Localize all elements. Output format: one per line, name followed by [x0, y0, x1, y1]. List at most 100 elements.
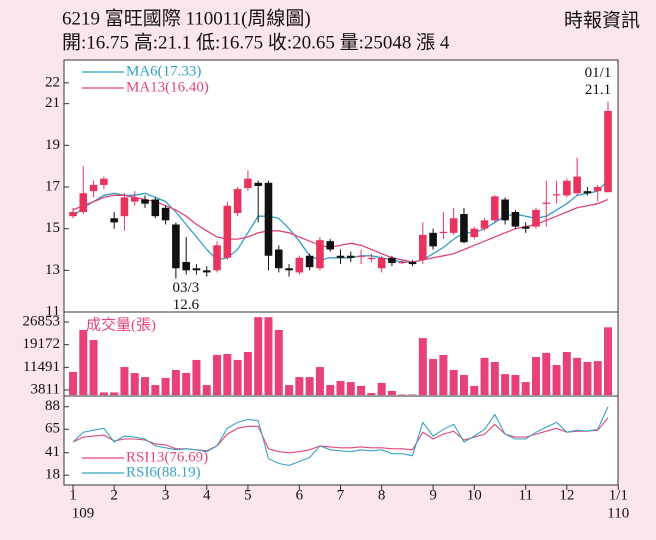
volume-bar	[182, 373, 191, 395]
candle-body	[213, 245, 221, 271]
x-tick-label: 7	[337, 487, 345, 503]
line	[72, 417, 609, 454]
y-tick-label: 26853	[23, 313, 61, 329]
candle-body	[583, 191, 592, 194]
line	[72, 406, 609, 466]
volume-bar	[264, 317, 273, 395]
volume-bar	[99, 392, 108, 395]
candle-body	[254, 182, 262, 186]
candle-body	[336, 255, 345, 258]
volume-bar	[120, 367, 129, 395]
candle-body	[79, 193, 88, 212]
y-tick-label: 17	[45, 178, 61, 194]
candle-body	[552, 194, 561, 196]
volume-bar	[141, 377, 150, 395]
x-tick-label: 6	[296, 487, 304, 503]
candle-body	[377, 257, 386, 269]
candle-body	[274, 249, 283, 269]
candle-body	[357, 255, 365, 257]
annotation-price: 12.6	[173, 297, 200, 313]
candle-body	[419, 234, 427, 260]
candle-body	[305, 255, 314, 268]
y-tick-label: 13	[45, 262, 60, 278]
y-tick-label: 3811	[31, 381, 60, 397]
x-tick-label: 4	[203, 487, 211, 503]
volume-bar	[501, 374, 510, 395]
volume-bar	[604, 327, 612, 395]
candle-body	[244, 178, 252, 189]
candle-body	[398, 262, 407, 264]
volume-bar	[213, 354, 222, 395]
price-panel	[63, 59, 619, 313]
volume-bar	[511, 374, 520, 395]
volume-bar	[130, 373, 139, 395]
candle-body	[172, 224, 180, 269]
x-tick-label: 1	[69, 487, 77, 503]
candle-body	[141, 199, 149, 204]
candle-body	[223, 205, 232, 258]
x-tick-label: 1/1	[609, 487, 628, 503]
y-tick-label: 21	[45, 95, 60, 111]
y-tick-label: 19	[45, 137, 60, 153]
volume-bar	[89, 339, 98, 395]
candle-body	[264, 182, 273, 256]
candle-body	[110, 218, 118, 223]
y-tick-label: 15	[45, 220, 60, 236]
volume-bar	[202, 385, 211, 395]
volume-bar	[79, 329, 88, 395]
candle-body	[604, 110, 612, 193]
year-label: 110	[607, 505, 629, 521]
volume-bar	[387, 390, 396, 395]
x-tick-label: 2	[110, 487, 118, 503]
volume-bar	[418, 338, 427, 395]
candle-body	[120, 197, 129, 217]
volume-bar	[449, 369, 458, 395]
annotation-date: 03/3	[173, 280, 200, 296]
y-tick-label: 88	[45, 398, 60, 414]
y-tick-label: 65	[45, 421, 60, 437]
y-tick-label: 11	[46, 303, 60, 319]
x-tick-label: 5	[244, 487, 252, 503]
candle-body	[439, 231, 448, 233]
candle-body	[346, 255, 355, 258]
volume-bar	[305, 377, 314, 395]
candle-body	[480, 220, 489, 229]
candle-body	[532, 209, 540, 227]
x-tick-label: 8	[378, 487, 386, 503]
volume-bar	[593, 361, 602, 395]
candle-body	[182, 262, 190, 271]
annotation-price: 21.1	[585, 82, 611, 98]
candle-body	[161, 207, 170, 221]
panel-title: 成交量(張)	[86, 315, 156, 333]
volume-bar	[274, 329, 283, 395]
volume-bar	[398, 394, 407, 395]
candle-body	[563, 180, 571, 196]
volume-bar	[552, 364, 561, 395]
volume-bar	[326, 385, 335, 395]
candle-body	[233, 189, 242, 214]
volume-bar	[459, 374, 468, 395]
legend-label: RSI6(88.19)	[126, 464, 201, 480]
legend-label: MA13(16.40)	[126, 79, 209, 95]
volume-bar	[151, 385, 160, 395]
x-tick-label: 9	[429, 487, 437, 503]
volume-bar	[367, 392, 376, 395]
candle-body	[593, 187, 602, 192]
y-tick-label: 11491	[23, 359, 60, 375]
candle-body	[470, 228, 479, 237]
candle-body	[501, 199, 509, 221]
rsi-panel	[63, 395, 619, 486]
candle-body	[511, 212, 520, 227]
year-label: 109	[72, 505, 95, 521]
volume-bar	[470, 385, 479, 395]
candle-body	[367, 257, 376, 260]
x-tick-label: 11	[518, 487, 532, 503]
volume-bar	[69, 372, 77, 395]
volume-bar	[480, 357, 489, 395]
volume-bar	[377, 382, 386, 395]
candle-body	[130, 197, 139, 202]
candle-body	[295, 257, 304, 273]
candle-body	[100, 178, 108, 185]
